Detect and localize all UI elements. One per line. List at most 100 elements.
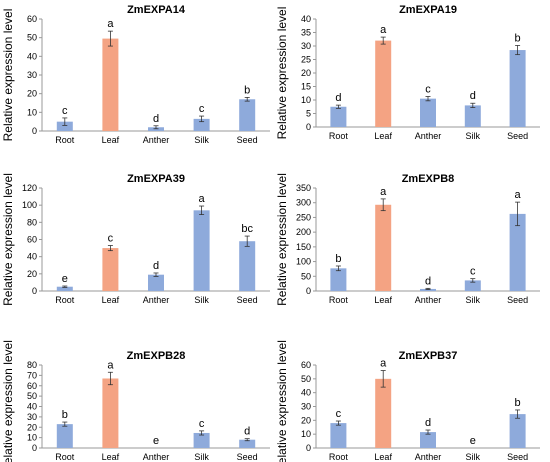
y-axis-label: Relative expression level bbox=[275, 173, 289, 306]
y-tick-label: 15 bbox=[301, 82, 311, 92]
bar-root bbox=[56, 286, 73, 291]
y-tick-label: 200 bbox=[296, 227, 311, 237]
significance-letter: a bbox=[380, 358, 387, 370]
significance-letter: c bbox=[62, 105, 68, 117]
significance-letter: c bbox=[199, 418, 205, 430]
chart-title: ZmEXPA14 bbox=[127, 4, 186, 16]
bar-silk bbox=[464, 105, 481, 127]
bar-seed bbox=[239, 241, 256, 291]
bar-seed bbox=[509, 414, 526, 448]
y-tick-label: 100 bbox=[22, 200, 37, 210]
x-tick-label: Seed bbox=[507, 452, 528, 462]
y-tick-label: 20 bbox=[27, 422, 37, 432]
x-tick-label: Silk bbox=[194, 135, 209, 145]
bar-leaf bbox=[375, 378, 392, 448]
y-tick-label: 40 bbox=[27, 402, 37, 412]
y-tick-label: 30 bbox=[301, 41, 311, 51]
y-tick-label: 25 bbox=[301, 55, 311, 65]
x-tick-label: Leaf bbox=[374, 295, 392, 305]
significance-letter: bc bbox=[241, 223, 253, 235]
x-tick-label: Leaf bbox=[102, 452, 120, 462]
y-tick-label: 250 bbox=[296, 212, 311, 222]
y-tick-label: 30 bbox=[27, 412, 37, 422]
y-tick-label: 40 bbox=[301, 388, 311, 398]
y-axis-label: Relative expression level bbox=[1, 173, 15, 306]
x-tick-label: Seed bbox=[237, 135, 258, 145]
bar-seed bbox=[239, 99, 256, 131]
x-tick-label: Leaf bbox=[102, 135, 120, 145]
y-tick-label: 0 bbox=[306, 443, 311, 453]
significance-letter: c bbox=[199, 103, 205, 115]
x-tick-label: Anther bbox=[143, 295, 170, 305]
y-tick-label: 10 bbox=[27, 433, 37, 443]
significance-letter: a bbox=[107, 18, 114, 30]
x-tick-label: Leaf bbox=[374, 131, 392, 141]
bar-leaf bbox=[102, 378, 119, 448]
significance-letter: d bbox=[153, 260, 159, 272]
x-tick-label: Silk bbox=[194, 295, 209, 305]
y-tick-label: 50 bbox=[27, 391, 37, 401]
bar-root bbox=[330, 423, 347, 448]
x-tick-label: Seed bbox=[237, 295, 258, 305]
significance-letter: c bbox=[425, 83, 431, 95]
y-tick-label: 10 bbox=[301, 95, 311, 105]
x-tick-label: Anther bbox=[143, 452, 170, 462]
x-tick-label: Root bbox=[55, 452, 75, 462]
bar-seed bbox=[509, 50, 526, 127]
y-tick-label: 150 bbox=[296, 242, 311, 252]
x-tick-label: Seed bbox=[507, 295, 528, 305]
y-tick-label: 0 bbox=[32, 286, 37, 296]
y-axis-label: Relative expression level bbox=[275, 7, 289, 140]
significance-letter: d bbox=[425, 275, 431, 287]
bar-silk bbox=[464, 280, 481, 291]
y-tick-label: 0 bbox=[32, 126, 37, 136]
y-tick-label: 30 bbox=[27, 70, 37, 80]
x-tick-label: Anther bbox=[143, 135, 170, 145]
x-tick-label: Silk bbox=[466, 131, 481, 141]
chart-panel-4: ZmEXPB8 Relative expression level 0 50 100 15… bbox=[275, 173, 540, 306]
bar-silk bbox=[193, 118, 210, 131]
y-tick-label: 50 bbox=[301, 271, 311, 281]
x-tick-label: Seed bbox=[237, 452, 258, 462]
bar-anther bbox=[420, 98, 436, 127]
x-tick-label: Seed bbox=[507, 131, 528, 141]
y-tick-label: 0 bbox=[32, 443, 37, 453]
y-axis-label: Relative expression level bbox=[275, 340, 289, 462]
significance-letter: e bbox=[470, 435, 476, 447]
y-tick-label: 60 bbox=[27, 14, 37, 24]
y-tick-label: 10 bbox=[301, 429, 311, 439]
bar-root bbox=[330, 268, 347, 291]
bar-leaf bbox=[375, 204, 392, 291]
y-tick-label: 20 bbox=[301, 68, 311, 78]
y-tick-label: 20 bbox=[27, 89, 37, 99]
bar-root bbox=[330, 106, 347, 127]
chart-title: ZmEXPA39 bbox=[127, 173, 185, 185]
significance-letter: b bbox=[515, 32, 521, 44]
y-tick-label: 50 bbox=[27, 33, 37, 43]
x-tick-label: Silk bbox=[466, 295, 481, 305]
y-tick-label: 10 bbox=[27, 107, 37, 117]
significance-letter: d bbox=[335, 92, 341, 104]
y-tick-label: 40 bbox=[27, 252, 37, 262]
y-tick-label: 80 bbox=[27, 217, 37, 227]
bar-anther bbox=[420, 432, 436, 448]
chart-panel-6: ZmEXPB37 Relative expression level 0 10 20 30… bbox=[275, 340, 540, 462]
x-tick-label: Anther bbox=[415, 131, 442, 141]
y-axis-label: Relative expression level bbox=[1, 340, 15, 462]
y-tick-label: 60 bbox=[27, 381, 37, 391]
y-tick-label: 80 bbox=[27, 360, 37, 370]
bar-leaf bbox=[375, 40, 392, 127]
significance-letter: a bbox=[515, 189, 522, 201]
chart-title: ZmEXPA19 bbox=[399, 4, 457, 16]
significance-letter: a bbox=[380, 24, 387, 36]
significance-letter: a bbox=[380, 186, 387, 198]
bar-leaf bbox=[102, 248, 119, 291]
bar-silk bbox=[193, 432, 210, 448]
bar-root bbox=[56, 121, 73, 131]
y-tick-label: 0 bbox=[306, 286, 311, 296]
x-tick-label: Anther bbox=[415, 295, 442, 305]
y-tick-label: 300 bbox=[296, 198, 311, 208]
significance-letter: d bbox=[153, 113, 159, 125]
significance-letter: b bbox=[244, 84, 250, 96]
